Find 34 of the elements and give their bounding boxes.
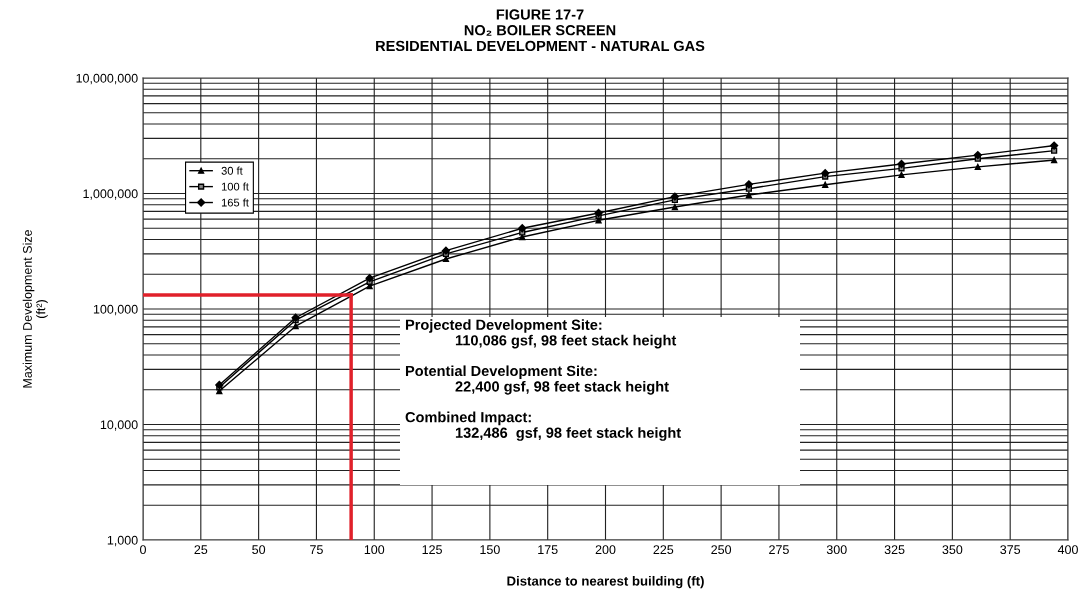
x-tick-label: 50 [252,545,266,555]
x-tick-label: 200 [595,545,616,555]
x-tick-label: 175 [538,545,558,555]
x-tick-label: 375 [1000,545,1021,555]
x-tick-label: 350 [942,545,963,555]
annotation: Combined Impact: [405,411,531,426]
chart-title: FIGURE 17-7 NO₂ BOILER SCREEN RESIDENTIAL DEVELOPMENT - NATURAL GAS [376,9,705,52]
x-tick-label: 75 [310,545,323,555]
x-tick-label: 125 [422,545,442,555]
legend-label: 30 ft [221,166,243,175]
annotation: Potential Development Site: [405,365,597,379]
legend-label: 165 ft [221,198,249,207]
annotation: Projected Development Site: [405,319,602,333]
x-tick-label: 25 [194,545,208,555]
y-tick-label: 1,000,000 [83,189,138,200]
x-axis-title: Distance to nearest building (ft) [507,575,704,589]
x-tick-label: 150 [480,545,500,555]
legend-label: 100 ft [221,182,249,191]
x-tick-label: 325 [884,545,905,555]
y-axis-title: Maximum Development Size (ft²) [22,230,48,388]
y-tick-label: 10,000 [100,420,138,431]
x-tick-label: 0 [140,545,146,555]
x-tick-label: 250 [711,545,732,555]
annotation: 132,486 gsf, 98 feet stack height [455,427,681,441]
y-tick-label: 10,000,000 [76,73,138,85]
annotation: 110,086 gsf, 98 feet stack height [455,334,677,349]
y-tick-label: 1,000 [107,535,138,547]
x-tick-label: 100 [364,545,385,555]
annotation: 22,400 gsf, 98 feet stack height [455,380,669,395]
x-tick-label: 275 [769,545,789,555]
x-tick-label: 400 [1057,545,1078,555]
x-tick-label: 300 [826,545,847,555]
y-tick-label: 100,000 [93,304,138,316]
x-tick-label: 225 [653,545,674,555]
